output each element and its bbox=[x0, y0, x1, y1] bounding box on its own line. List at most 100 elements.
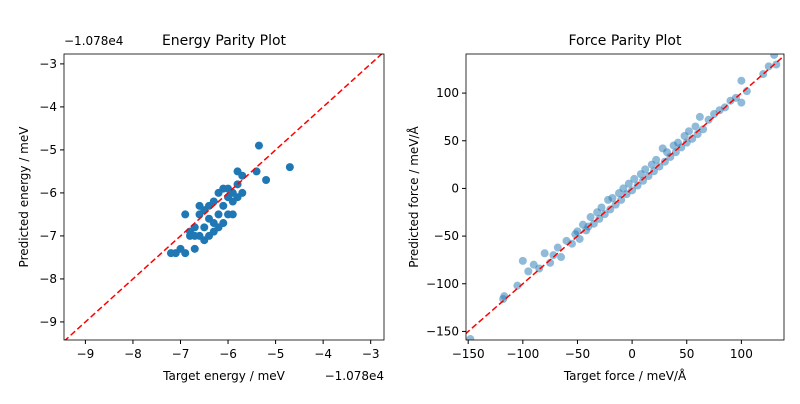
point bbox=[691, 122, 700, 131]
axes-frame bbox=[63, 53, 385, 341]
point bbox=[181, 249, 190, 258]
point bbox=[181, 210, 190, 219]
point bbox=[633, 181, 642, 190]
point bbox=[677, 143, 686, 152]
chart-title: Energy Parity Plot bbox=[162, 33, 287, 49]
point bbox=[285, 163, 294, 172]
point bbox=[641, 165, 650, 174]
y-tick-label: 100 bbox=[436, 86, 459, 100]
x-tick-label: −8 bbox=[124, 347, 142, 361]
x-tick-label: −4 bbox=[314, 347, 332, 361]
point bbox=[262, 176, 271, 185]
point bbox=[535, 264, 544, 273]
point bbox=[254, 141, 263, 150]
identity-line bbox=[64, 54, 383, 340]
point bbox=[200, 223, 209, 232]
point bbox=[704, 115, 713, 124]
point bbox=[699, 125, 708, 134]
y-tick-label: −150 bbox=[426, 324, 459, 338]
point bbox=[737, 98, 746, 107]
point bbox=[513, 281, 522, 290]
chart-title: Force Parity Plot bbox=[569, 33, 682, 49]
point bbox=[737, 76, 746, 85]
point bbox=[772, 60, 781, 69]
point bbox=[214, 210, 223, 219]
point bbox=[644, 172, 653, 181]
point bbox=[671, 148, 680, 157]
identity-line bbox=[466, 54, 784, 335]
point bbox=[597, 203, 606, 212]
x-axis-label: Target energy / meV bbox=[162, 369, 285, 383]
y-tick-label: −5 bbox=[39, 143, 57, 157]
point bbox=[639, 176, 648, 185]
y-offset-label: −1.078e4 bbox=[64, 34, 123, 48]
x-tick-label: −6 bbox=[219, 347, 237, 361]
point bbox=[166, 249, 175, 258]
x-offset-label: −1.078e4 bbox=[325, 369, 384, 383]
point bbox=[557, 253, 566, 262]
point bbox=[606, 205, 615, 214]
y-axis-label: Predicted energy / meV bbox=[17, 126, 31, 268]
point bbox=[238, 188, 247, 197]
point bbox=[770, 54, 779, 59]
point bbox=[238, 171, 247, 180]
x-axis-label: Target force / meV/Å bbox=[563, 368, 687, 383]
axes-frame bbox=[465, 53, 785, 341]
point bbox=[500, 292, 509, 301]
point bbox=[600, 210, 609, 219]
x-tick-label: −9 bbox=[77, 347, 95, 361]
point bbox=[630, 174, 639, 183]
y-tick-label: 0 bbox=[451, 181, 459, 195]
point bbox=[219, 201, 228, 210]
point bbox=[595, 214, 604, 223]
point bbox=[695, 112, 704, 121]
y-tick-label: −7 bbox=[39, 229, 57, 243]
y-axis-label: Predicted force / meV/Å bbox=[406, 125, 421, 267]
point bbox=[652, 155, 661, 164]
point bbox=[617, 195, 626, 204]
point bbox=[573, 227, 582, 236]
point bbox=[518, 256, 527, 265]
point bbox=[589, 219, 598, 228]
y-tick-label: −8 bbox=[39, 272, 57, 286]
plot-area bbox=[466, 54, 784, 340]
point bbox=[252, 167, 261, 176]
x-tick-label: 100 bbox=[730, 347, 753, 361]
point bbox=[190, 223, 199, 232]
point bbox=[655, 162, 664, 171]
x-tick-label: 50 bbox=[679, 347, 694, 361]
point bbox=[660, 157, 669, 166]
point bbox=[611, 200, 620, 209]
point bbox=[524, 267, 533, 276]
point bbox=[219, 219, 228, 228]
point bbox=[684, 127, 693, 136]
point bbox=[228, 210, 237, 219]
point bbox=[466, 335, 475, 340]
point bbox=[608, 193, 617, 202]
point bbox=[649, 167, 658, 176]
x-tick-label: 0 bbox=[628, 347, 636, 361]
x-tick-label: −7 bbox=[172, 347, 190, 361]
point bbox=[195, 201, 204, 210]
y-tick-label: −6 bbox=[39, 186, 57, 200]
y-tick-label: −3 bbox=[39, 57, 57, 71]
x-tick-label: −3 bbox=[362, 347, 380, 361]
point bbox=[190, 244, 199, 253]
point bbox=[628, 186, 637, 195]
point bbox=[624, 179, 633, 188]
point bbox=[549, 251, 558, 260]
point bbox=[209, 197, 218, 206]
point bbox=[553, 243, 562, 252]
y-tick-label: −100 bbox=[426, 277, 459, 291]
point bbox=[666, 152, 675, 161]
x-tick-label: −50 bbox=[565, 347, 590, 361]
point bbox=[586, 213, 595, 222]
x-tick-label: −5 bbox=[267, 347, 285, 361]
point bbox=[764, 62, 773, 71]
point bbox=[575, 234, 584, 243]
point bbox=[540, 249, 549, 258]
x-tick-label: −100 bbox=[506, 347, 539, 361]
plot-area bbox=[64, 54, 383, 340]
y-tick-label: −4 bbox=[39, 100, 57, 114]
